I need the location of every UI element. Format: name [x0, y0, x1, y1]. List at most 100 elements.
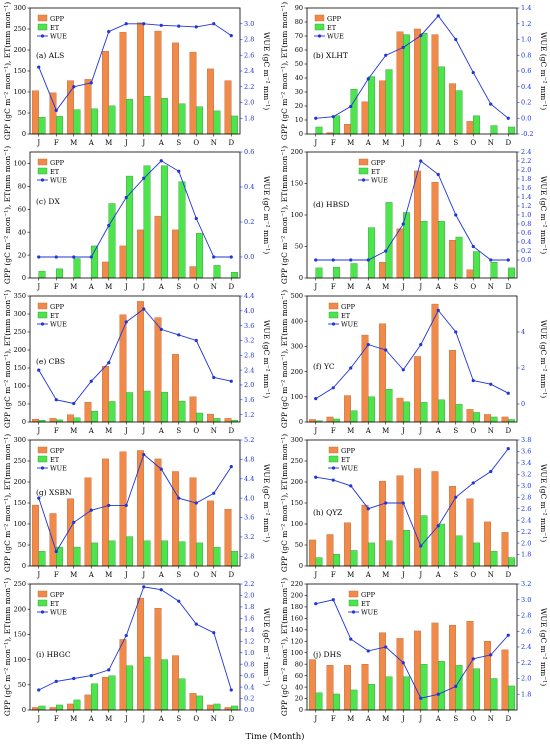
y2-tick-label: 1.8: [244, 114, 254, 122]
y2-tick-label: 0.4: [521, 83, 531, 91]
et-bar: [385, 676, 393, 711]
wue-point: [89, 255, 93, 259]
x-tick-label: A: [88, 139, 95, 147]
x-tick-label: O: [193, 283, 199, 291]
x-tick-label: M: [70, 715, 77, 723]
y2-tick-label: 1.4: [244, 626, 254, 634]
wue-point: [177, 169, 181, 173]
y2-tick-label: 4: [521, 328, 525, 336]
x-tick-label: A: [365, 715, 372, 723]
gpp-bar: [32, 504, 39, 567]
gpp-bar: [379, 323, 386, 423]
y2-tick-label: 2.8: [244, 351, 254, 359]
legend-et-swatch: [37, 167, 48, 175]
x-tick-label: J: [418, 571, 422, 579]
legend-et-label: ET: [50, 168, 60, 176]
et-bar: [231, 551, 238, 567]
y2-tick-label: 0.2: [521, 99, 531, 107]
et-bar: [213, 265, 221, 279]
et-bar: [368, 684, 375, 711]
gpp-bar: [154, 607, 162, 711]
legend-gpp-label: GPP: [50, 159, 65, 167]
gpp-bar: [32, 90, 39, 135]
y-tick-label: 0: [299, 130, 303, 138]
y2-tick-label: 3.2: [244, 337, 254, 345]
gpp-bar: [466, 621, 474, 711]
et-bar: [333, 418, 340, 423]
y2-axis-label: WUE (gC m⁻² mm⁻¹): [262, 608, 271, 686]
y2-tick-label: 2: [521, 364, 525, 372]
wue-point: [229, 688, 233, 692]
y-tick-label: 50: [295, 60, 303, 68]
y2-axis-label: WUE (gC m⁻² mm⁻¹): [539, 464, 548, 542]
y-tick-label: 0: [22, 418, 26, 426]
wue-point: [401, 368, 405, 372]
y2-tick-label: 1.0: [521, 36, 531, 44]
gpp-bar: [154, 215, 162, 279]
wue-point: [37, 496, 41, 500]
y-tick-label: 80: [295, 660, 303, 668]
y2-tick-label: 2.8: [521, 493, 531, 501]
x-tick-label: D: [228, 139, 234, 147]
et-bar: [368, 76, 375, 135]
legend-gpp-label: GPP: [327, 15, 342, 23]
x-tick-label: N: [211, 283, 217, 291]
x-tick-label: J: [418, 283, 422, 291]
gpp-bar: [172, 354, 179, 423]
wue-point: [419, 544, 423, 548]
wue-point: [72, 401, 76, 406]
wue-point: [124, 633, 128, 638]
x-tick-label: J: [401, 571, 405, 579]
et-bar: [455, 535, 463, 567]
y2-tick-label: -0.2: [521, 130, 534, 138]
x-tick-label: A: [435, 571, 442, 579]
y-tick-label: 100: [291, 211, 303, 219]
wue-point: [401, 222, 405, 226]
wue-point: [212, 255, 216, 259]
et-bar: [38, 551, 46, 567]
gpp-bar: [414, 468, 421, 567]
y-tick-label: 0: [299, 418, 303, 426]
x-tick-label: M: [105, 139, 112, 147]
et-bar: [333, 693, 340, 711]
wue-point: [212, 631, 216, 635]
gpp-bar: [501, 649, 509, 711]
legend-wue-label: WUE: [341, 321, 358, 329]
x-tick-label: J: [36, 427, 40, 435]
x-tick-label: O: [193, 571, 199, 579]
legend-wue-marker: [40, 178, 45, 182]
y-tick-label: 0: [299, 706, 303, 714]
legend-gpp-label: GPP: [341, 447, 356, 455]
legend-gpp-swatch: [328, 446, 339, 454]
wue-point: [194, 25, 198, 29]
y2-axis-label: WUE (gC m⁻² mm⁻¹): [539, 32, 548, 110]
et-bar: [196, 233, 203, 279]
x-tick-label: M: [70, 571, 77, 579]
et-bar: [315, 557, 323, 567]
plot-frame: [306, 151, 518, 279]
x-tick-label: A: [158, 283, 165, 291]
gpp-bar: [361, 101, 369, 135]
x-tick-label: J: [124, 715, 128, 723]
gpp-bar: [189, 51, 197, 135]
x-tick-label: J: [36, 571, 40, 579]
wue-point: [331, 386, 335, 390]
et-bar: [56, 704, 63, 711]
wue-point: [54, 398, 58, 402]
et-bar: [178, 103, 186, 135]
gpp-bar: [102, 51, 109, 135]
wue-point: [107, 361, 111, 365]
legend-gpp-swatch: [328, 302, 339, 310]
y-tick-label: 80: [18, 183, 26, 191]
legend-gpp-label: GPP: [50, 447, 65, 455]
gpp-bar: [189, 266, 197, 279]
wue-point: [107, 668, 111, 672]
wue-point: [229, 33, 233, 38]
y2-tick-label: 3.2: [244, 533, 254, 541]
x-tick-label: A: [435, 715, 442, 723]
y2-tick-label: 2.4: [521, 148, 531, 156]
et-bar: [161, 659, 168, 711]
y2-tick-label: 0.8: [521, 51, 531, 59]
legend-gpp-label: GPP: [371, 159, 386, 167]
